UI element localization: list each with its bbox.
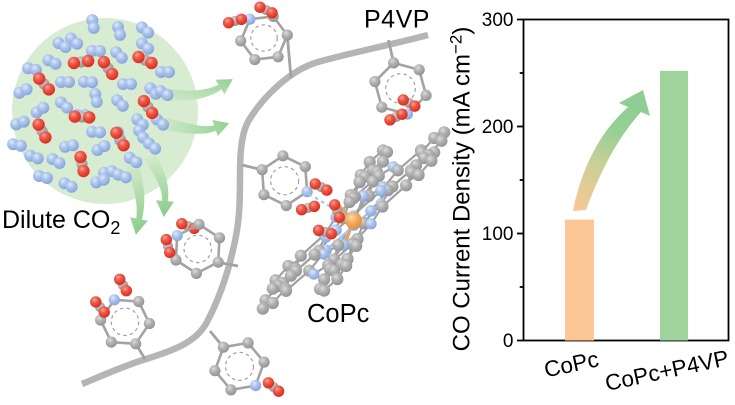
svg-text:100: 100 [482,224,514,245]
svg-text:Dilute CO2: Dilute CO2 [2,206,120,238]
svg-text:CO Current Density (mA cm−2): CO Current Density (mA cm−2) [447,27,476,352]
svg-text:300: 300 [482,10,514,31]
svg-text:CoPc: CoPc [307,300,370,328]
svg-text:P4VP: P4VP [364,6,430,34]
svg-text:200: 200 [482,117,514,138]
svg-text:0: 0 [503,331,514,352]
